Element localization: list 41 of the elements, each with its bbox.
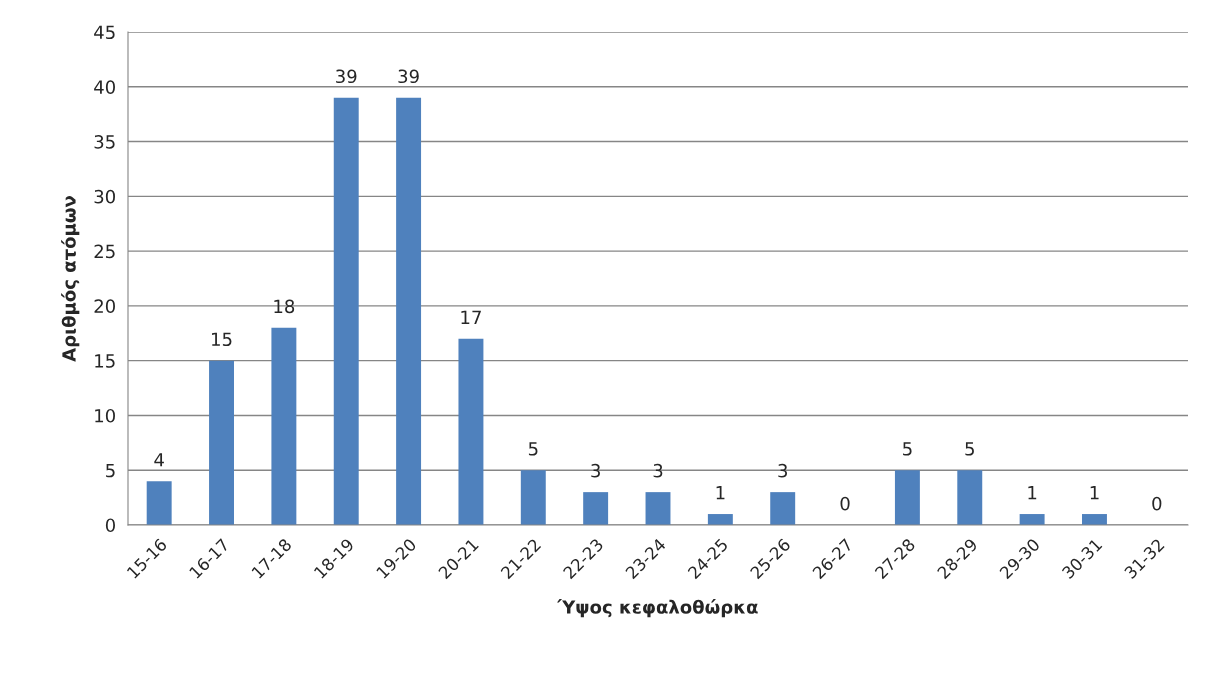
y-tick-label: 25 bbox=[94, 244, 115, 259]
bar bbox=[707, 514, 733, 525]
bar bbox=[520, 470, 546, 525]
bar bbox=[333, 97, 359, 525]
data-label: 5 bbox=[965, 442, 974, 456]
data-label: 17 bbox=[461, 310, 481, 324]
bar bbox=[583, 492, 609, 525]
data-label: 39 bbox=[336, 69, 357, 84]
bar bbox=[645, 492, 671, 525]
data-label: 4 bbox=[154, 453, 164, 467]
data-label: 5 bbox=[903, 442, 912, 456]
data-label: 15 bbox=[212, 332, 232, 347]
y-tick-label: 15 bbox=[95, 354, 115, 368]
bar bbox=[458, 338, 484, 525]
bar bbox=[1019, 514, 1045, 525]
bar bbox=[209, 360, 234, 525]
y-tick-label: 40 bbox=[94, 80, 115, 94]
bar bbox=[396, 97, 422, 525]
data-label: 39 bbox=[398, 69, 419, 84]
data-label: 18 bbox=[274, 299, 295, 314]
y-tick-label: 35 bbox=[94, 135, 115, 149]
data-label: 0 bbox=[840, 496, 850, 511]
data-label: 1 bbox=[1090, 486, 1099, 500]
x-axis-title: Ύψος κεφαλοθώρκα bbox=[557, 599, 758, 618]
y-tick-label: 30 bbox=[94, 189, 115, 204]
bar bbox=[957, 470, 983, 525]
y-tick-label: 45 bbox=[94, 25, 115, 40]
y-tick-label: 5 bbox=[106, 463, 115, 478]
bar bbox=[770, 492, 796, 525]
bar bbox=[146, 481, 172, 525]
bar bbox=[271, 327, 297, 525]
bar bbox=[894, 470, 920, 525]
data-label: 5 bbox=[528, 442, 538, 456]
y-axis-title: Αριθμός ατόμων bbox=[61, 196, 80, 362]
data-label: 1 bbox=[716, 486, 725, 500]
bar bbox=[1082, 514, 1107, 525]
y-tick-label: 20 bbox=[94, 299, 115, 314]
y-tick-label: 10 bbox=[95, 408, 115, 423]
data-label: 0 bbox=[1152, 496, 1162, 511]
y-tick-label: 0 bbox=[105, 518, 115, 533]
data-label: 1 bbox=[1028, 486, 1037, 500]
